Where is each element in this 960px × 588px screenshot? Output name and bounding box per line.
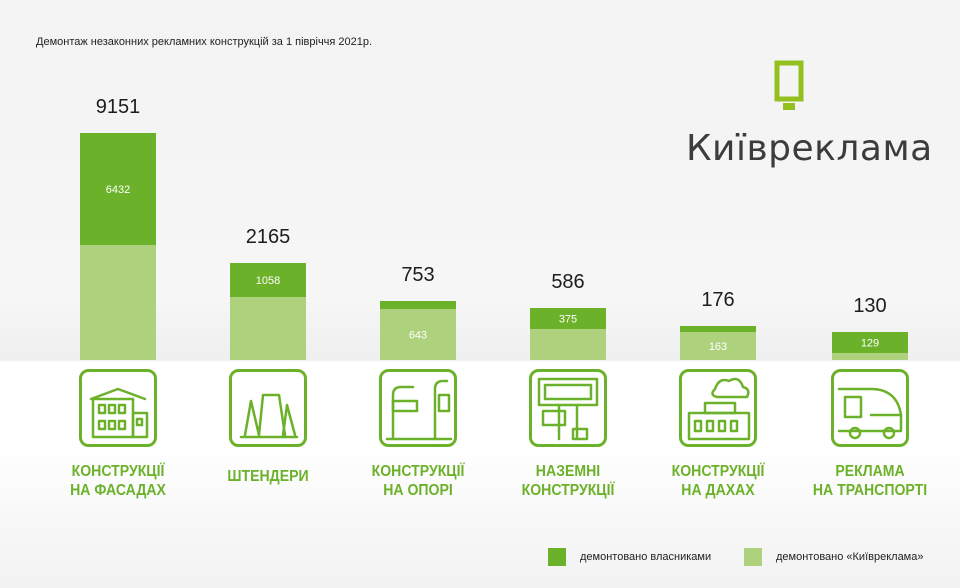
total-label: 2165 bbox=[246, 226, 291, 248]
logo: Київреклама bbox=[686, 60, 932, 180]
bus-icon bbox=[831, 369, 909, 447]
legend-swatch-owners bbox=[548, 548, 566, 566]
bar-owners bbox=[380, 301, 456, 309]
bar-owners bbox=[680, 326, 756, 332]
total-label: 130 bbox=[853, 295, 886, 317]
bar-kyivreklama bbox=[230, 297, 306, 360]
chart-title: Демонтаж незаконних рекламних конструкці… bbox=[36, 36, 373, 48]
total-label: 753 bbox=[401, 264, 434, 286]
bar-group: 753 643 bbox=[380, 264, 456, 360]
legend-label-owners: демонтовано власниками bbox=[580, 551, 712, 563]
bar-kyivreklama bbox=[680, 332, 756, 360]
rooftop-icon bbox=[679, 369, 757, 447]
bar-owners bbox=[832, 332, 908, 353]
legend-item-owners: демонтовано власниками bbox=[548, 548, 711, 566]
logo-text: Київреклама bbox=[686, 128, 933, 169]
bar-owners bbox=[230, 263, 306, 297]
legend-item-kyivreklama: демонтовано «Київреклама» bbox=[744, 548, 924, 566]
bar-owners bbox=[530, 308, 606, 329]
bar-group: 176 163 bbox=[680, 289, 756, 360]
owners-value-label: 1058 bbox=[256, 275, 280, 287]
legend-swatch-kyivreklama bbox=[744, 548, 762, 566]
category-label: Конструкції на дахах bbox=[671, 463, 765, 499]
street-pole-icon bbox=[379, 369, 457, 447]
bar-group: 2165 1058 bbox=[230, 226, 306, 360]
category-label: Конструкції на опорі bbox=[371, 463, 465, 499]
category-label: Конструкції на фасадах bbox=[70, 463, 166, 499]
bar-group: 586 375 bbox=[530, 271, 606, 360]
bar-kyivreklama bbox=[80, 245, 156, 360]
bar-group: 130 129 bbox=[832, 295, 908, 360]
category-label: Штендери bbox=[227, 468, 309, 485]
total-label: 9151 bbox=[96, 96, 141, 118]
bar-group: 9151 6432 bbox=[80, 96, 156, 360]
legend-label-kyivreklama: демонтовано «Київреклама» bbox=[776, 551, 924, 563]
sandwich-board-icon bbox=[229, 369, 307, 447]
category-label: Наземні конструкції bbox=[521, 463, 615, 499]
category-label: Реклама на транспорті bbox=[812, 463, 928, 499]
total-label: 176 bbox=[701, 289, 734, 311]
bar-kyivreklama bbox=[380, 309, 456, 360]
billboard-icon bbox=[529, 369, 607, 447]
owners-value-label: 375 bbox=[559, 314, 577, 326]
owners-value-label: 129 bbox=[861, 338, 879, 350]
billboard-icon bbox=[774, 60, 804, 110]
building-icon bbox=[79, 369, 157, 447]
total-label: 586 bbox=[551, 271, 584, 293]
bar-kyivreklama bbox=[530, 329, 606, 360]
owners-value-label: 6432 bbox=[106, 184, 130, 196]
kyivreklama-value-label: 163 bbox=[709, 341, 727, 353]
bar-owners bbox=[80, 133, 156, 245]
bar-kyivreklama bbox=[832, 353, 908, 360]
kyivreklama-value-label: 643 bbox=[409, 330, 427, 342]
